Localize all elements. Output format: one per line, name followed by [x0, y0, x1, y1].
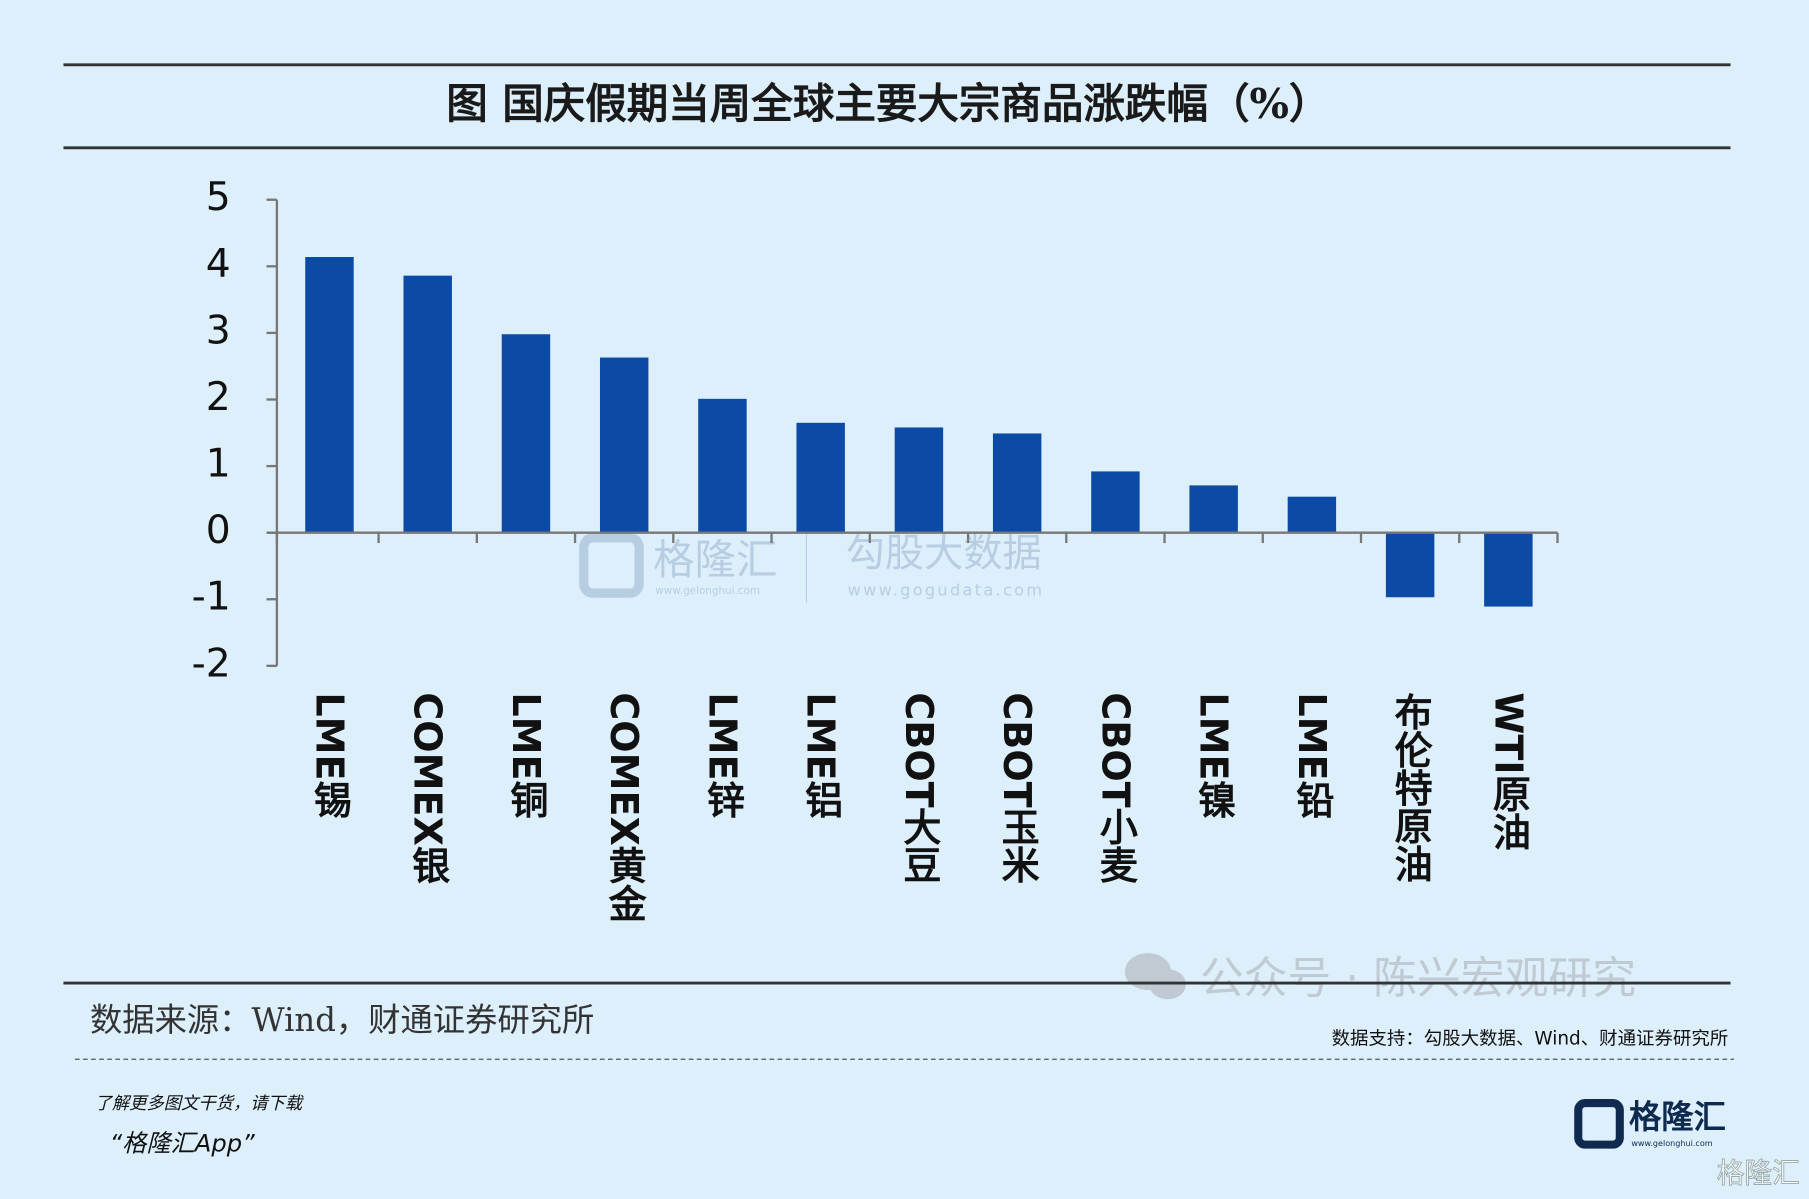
bar [992, 433, 1042, 533]
bar [1091, 471, 1140, 533]
x-tick-label: LME铜 [504, 692, 548, 819]
x-tick-label: COMEX黄金 [602, 692, 647, 922]
bar [599, 357, 649, 533]
watermark-text: 勾股大数据 [846, 532, 1042, 577]
bar [1484, 532, 1533, 607]
y-tick-label: 5 [206, 175, 231, 220]
x-tick-label: LME锌 [700, 692, 744, 819]
watermark-text: 公众号 · 陈兴宏观研究 [1200, 953, 1636, 1004]
bar [403, 275, 452, 533]
chart-title: 图 国庆假期当周全球主要大宗商品涨跌幅（%） [446, 79, 1330, 128]
y-tick-label: -2 [192, 641, 231, 686]
bar [1189, 485, 1238, 533]
y-tick-label: 2 [206, 375, 231, 420]
bar [894, 427, 944, 533]
y-tick-label: 4 [206, 242, 231, 287]
x-tick-label: CBOT小麦 [1093, 692, 1137, 884]
logo-url: www.gelonghui.com [1631, 1139, 1712, 1148]
support-note: 数据支持：勾股大数据、Wind、财通证券研究所 [1332, 1029, 1729, 1050]
bar [796, 422, 845, 533]
plot: -2 -1 0 1 2 3 4 5 LME锡 COMEX银 LME铜 COMEX黄金 LME锌 LME铝 C… [192, 175, 1559, 922]
bar [501, 334, 551, 533]
watermark-text: www.gelonghui.com [655, 585, 760, 597]
bar [305, 257, 354, 533]
watermark: 公众号 · 陈兴宏观研究 [1124, 953, 1636, 1004]
watermark-logo [579, 533, 644, 598]
watermark: 格隆汇 www.gelonghui.com 勾股大数据 www.gogudata… [579, 532, 1045, 603]
y-tick-label: 3 [206, 308, 231, 353]
y-tick-label: 1 [206, 442, 231, 487]
wechat-icon [1124, 953, 1172, 991]
corner-watermark: 格隆汇 [1717, 1157, 1800, 1190]
x-tick-label: CBOT大豆 [897, 692, 941, 883]
watermark-text: www.gogudata.com [848, 580, 1045, 599]
watermark-text: 格隆汇 [653, 535, 778, 584]
x-tick-label: WTI原油 [1486, 692, 1530, 851]
logo-mark [1574, 1099, 1624, 1149]
x-tick-label: LME锡 [307, 692, 351, 819]
x-tick-label: 布伦特原油 [1388, 692, 1432, 883]
y-tick-label: -1 [192, 575, 231, 620]
bar [698, 398, 747, 533]
x-tick-label: COMEX银 [406, 692, 450, 884]
x-tick-label: LME铅 [1290, 692, 1334, 819]
bar [1385, 532, 1435, 598]
logo-text: 格隆汇 [1629, 1098, 1726, 1136]
footer-text: “格隆汇App” [110, 1130, 256, 1158]
y-tick-label: 0 [206, 508, 231, 553]
source: 数据来源：Wind，财通证券研究所 [90, 1001, 594, 1039]
x-tick-label: LME镍 [1192, 692, 1236, 819]
footer-text: 了解更多图文干货，请下载 [95, 1094, 305, 1114]
x-tick-label: CBOT玉米 [995, 692, 1039, 884]
bar [1287, 496, 1337, 533]
x-tick-label: LME铝 [799, 692, 843, 819]
